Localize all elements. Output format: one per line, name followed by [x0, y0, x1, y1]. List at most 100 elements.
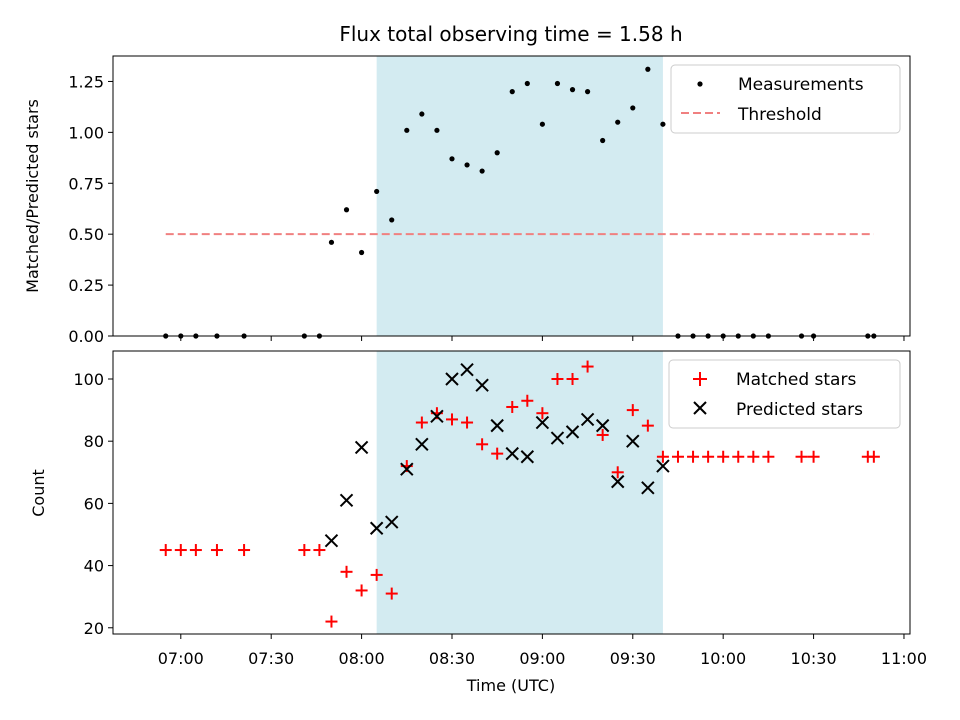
matched-stars-point [385, 587, 398, 600]
predicted-stars-point [641, 481, 655, 495]
top-y-axis-label: Matched/Predicted stars [23, 99, 42, 293]
predicted-stars-point [580, 412, 595, 427]
predicted-stars-point [339, 493, 354, 507]
predicted-stars-point [595, 418, 610, 433]
predicted-stars-point [520, 450, 535, 464]
top-axes-frame [112, 55, 911, 337]
top-legend: Measurements Threshold [670, 64, 901, 134]
matched-stars-point [159, 544, 172, 557]
predicted-stars-point [430, 409, 444, 424]
predicted-stars-point [445, 372, 459, 386]
legend-measurements-marker [697, 81, 703, 87]
matched-stars-point [807, 450, 820, 463]
bottom-y-tick-label: 20 [84, 619, 104, 638]
top-y-tick-label: 1.25 [68, 72, 104, 91]
measurement-point [434, 127, 440, 133]
measurement-point [554, 80, 561, 87]
top-shaded-span [376, 56, 663, 336]
measurement-point [464, 162, 470, 168]
x-tick-label: 11:00 [881, 649, 927, 668]
matched-stars-point [596, 428, 609, 441]
bottom-y-tick-label: 100 [73, 370, 104, 389]
measurement-point [494, 150, 500, 156]
measurement-point [374, 188, 380, 195]
matched-stars-point [656, 450, 669, 463]
matched-stars-point [521, 394, 534, 407]
x-tick-label: 07:30 [248, 649, 294, 668]
measurement-point [524, 80, 530, 87]
bottom-y-tick-label: 80 [84, 432, 104, 451]
predicted-stars-point [475, 378, 489, 392]
bottom-y-axis-label: Count [29, 469, 48, 517]
predicted-stars-point [656, 459, 670, 473]
predicted-stars-point [415, 437, 429, 452]
matched-stars-point [189, 544, 202, 557]
matched-stars-point [355, 584, 368, 597]
legend-measurements-label: Measurements [738, 75, 864, 95]
measurement-point [343, 207, 350, 213]
matched-stars-point [298, 544, 311, 557]
measurement-point [584, 89, 591, 95]
matched-stars-point [238, 544, 251, 557]
matched-stars-point [795, 450, 808, 463]
bottom-legend-box [668, 359, 901, 429]
legend-threshold-label: Threshold [737, 105, 822, 125]
matched-stars-point [491, 447, 504, 460]
predicted-stars-point [611, 474, 625, 489]
matched-stars-point [461, 416, 474, 429]
measurement-point [449, 156, 455, 162]
x-tick-label: 10:30 [791, 649, 837, 668]
matched-stars-point [747, 450, 760, 463]
matched-stars-point [762, 450, 775, 463]
predicted-stars-point [505, 446, 519, 461]
predicted-stars-point [400, 462, 414, 476]
x-tick-label: 10:00 [700, 649, 746, 668]
x-axis-label: Time (UTC) [466, 676, 555, 695]
measurement-point [509, 89, 515, 95]
matched-stars-point [566, 372, 579, 385]
top-legend-box [670, 64, 901, 134]
matched-stars-point [445, 413, 458, 426]
predicted-stars-point [460, 362, 474, 377]
top-panel: 0.00 0.25 0.50 0.75 1.00 1.25 Matched/Predict… [23, 55, 911, 346]
bottom-shaded-span [376, 351, 663, 634]
top-y-tick-label: 0.00 [68, 327, 104, 346]
x-tick-label: 09:30 [610, 649, 656, 668]
top-y-tick-label: 0.75 [68, 174, 104, 193]
measurement-point [358, 249, 365, 256]
x-tick-label: 09:00 [519, 649, 565, 668]
matched-stars-point [536, 407, 549, 420]
matched-stars-point [415, 416, 428, 429]
predicted-stars-point [490, 418, 504, 433]
legend-matched-label: Matched stars [736, 370, 856, 390]
legend-predicted-marker [693, 401, 707, 415]
predicted-stars-point [565, 425, 580, 439]
matched-stars-point [174, 544, 187, 557]
measurement-point [539, 121, 545, 127]
matched-stars-point [313, 544, 326, 557]
measurement-point [645, 66, 651, 72]
matched-stars-point [641, 419, 654, 432]
measurement-point [404, 127, 410, 133]
measurement-point [328, 239, 335, 245]
predicted-stars-point [550, 431, 565, 445]
bottom-panel: 20 40 60 80 100 07:00 07:30 08:00 08:30 09:00 09:… [29, 350, 927, 695]
predicted-stars-point [354, 440, 369, 455]
legend-matched-marker [693, 372, 707, 386]
matched-stars-point [611, 466, 624, 479]
predicted-stars-point [385, 515, 399, 529]
matched-stars-point [626, 404, 639, 417]
bottom-legend: Matched stars Predicted stars [668, 359, 901, 429]
x-tick-label: 07:00 [158, 649, 204, 668]
matched-stars-point [210, 544, 223, 557]
matched-stars-point [581, 360, 594, 373]
matched-stars-point [340, 565, 353, 578]
x-tick-label: 08:30 [429, 649, 475, 668]
bottom-y-tick-label: 40 [84, 557, 104, 576]
predicted-stars-point [535, 415, 550, 430]
legend-predicted-label: Predicted stars [736, 400, 863, 420]
measurement-point [479, 168, 485, 174]
matched-stars-point [671, 450, 684, 463]
x-tick-label: 08:00 [339, 649, 385, 668]
